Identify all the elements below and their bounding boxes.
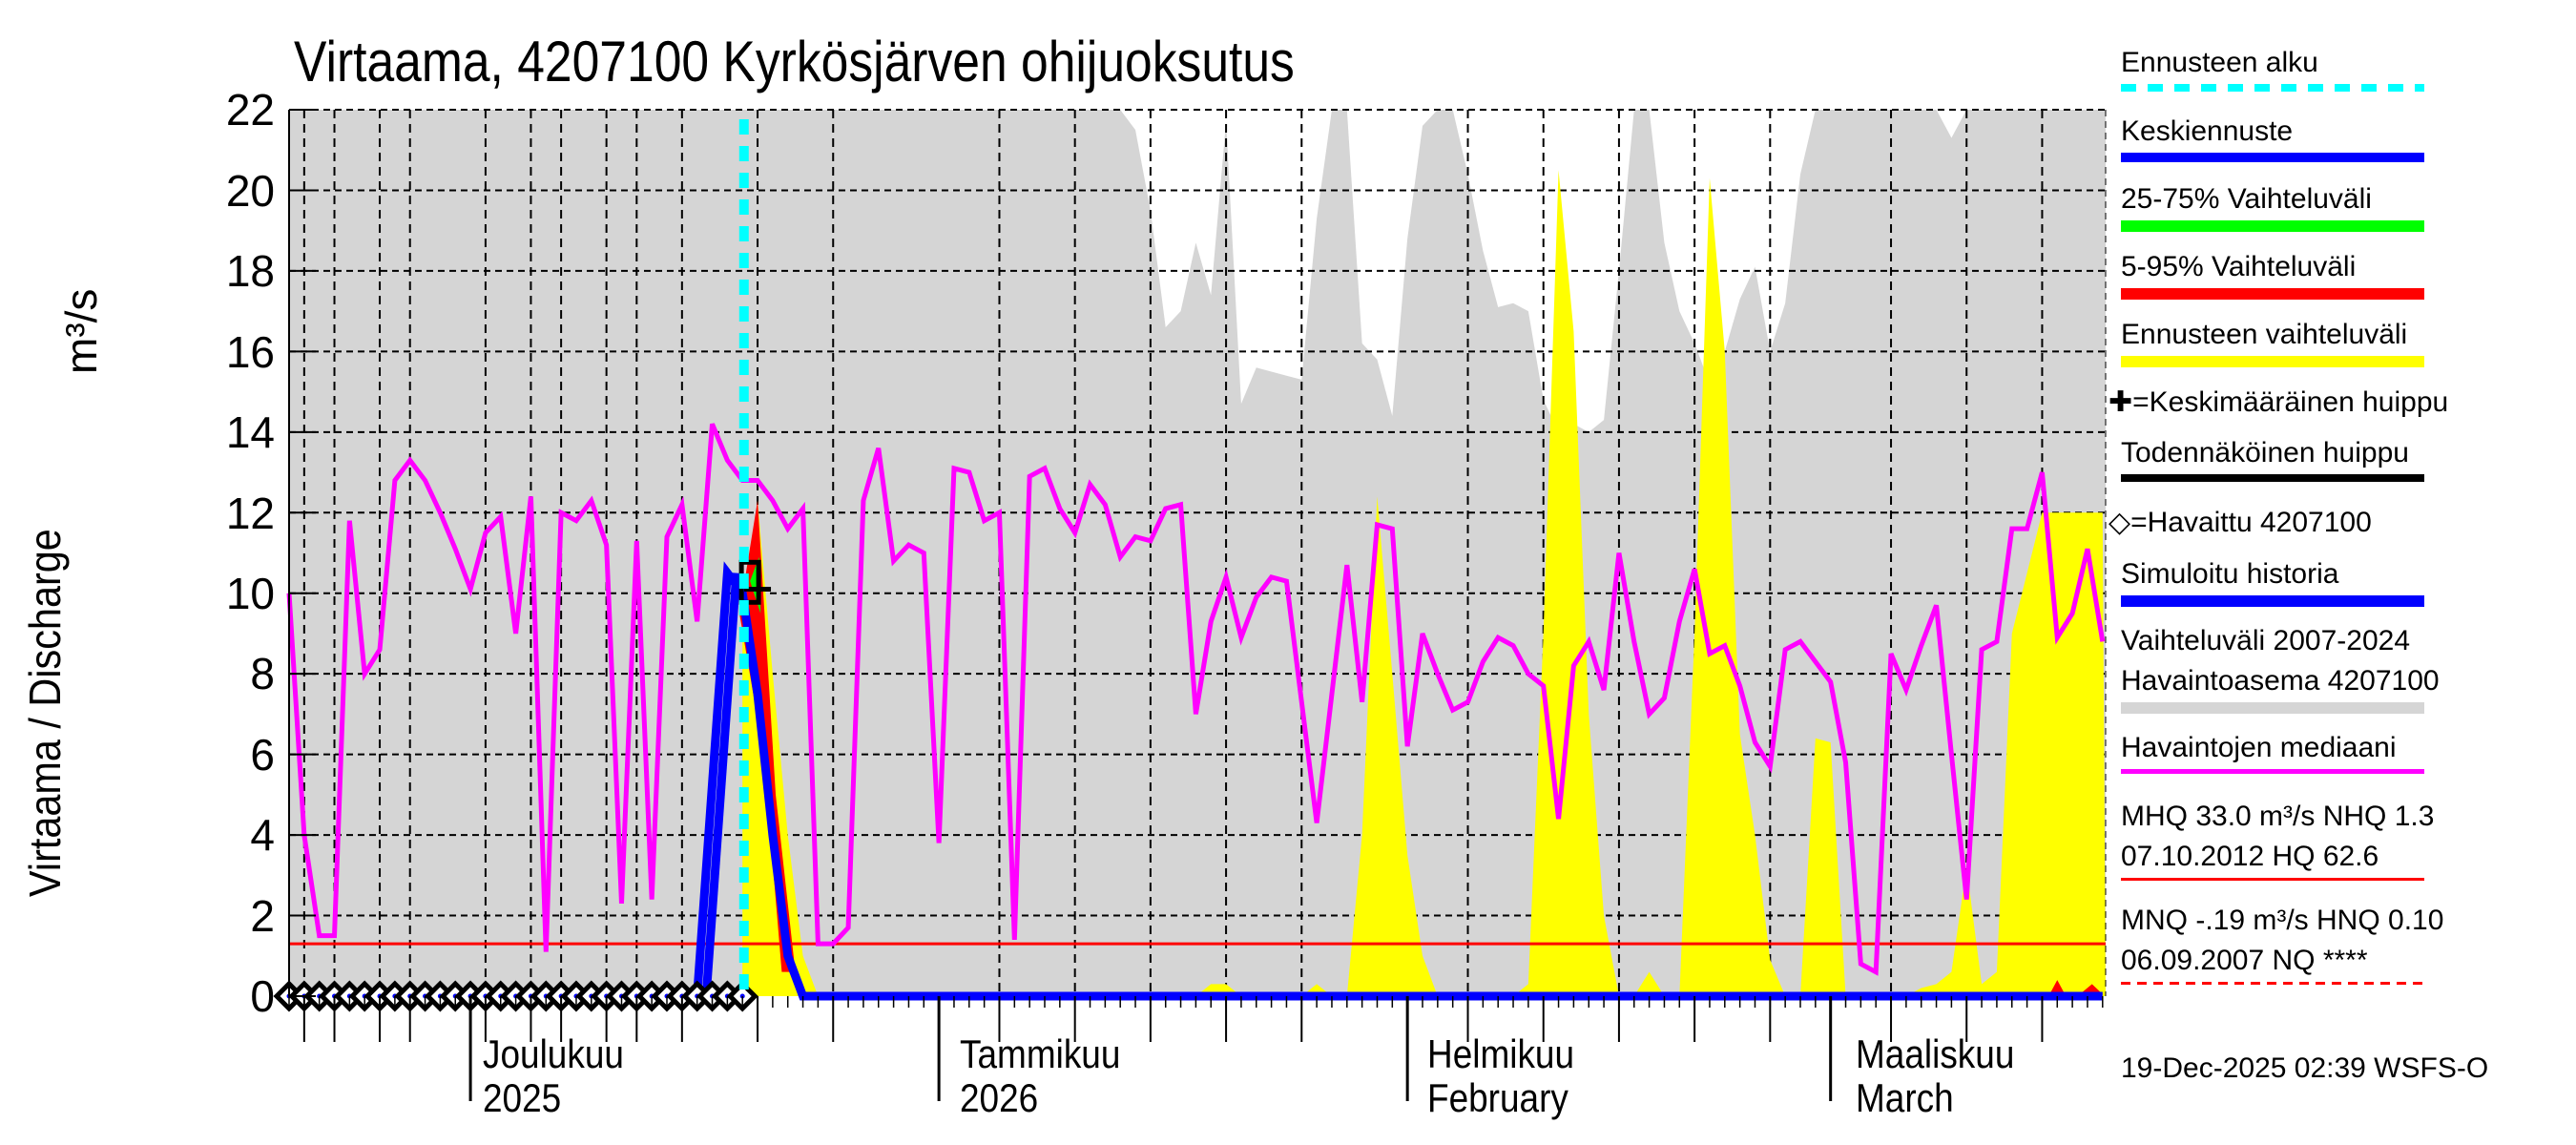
median-line <box>286 423 2106 976</box>
y-tick: 12 <box>225 489 275 538</box>
y-tick: 6 <box>250 730 275 780</box>
x-month-label-december: Joulukuu 2025 <box>483 1031 624 1120</box>
legend-swatch <box>2121 153 2424 162</box>
y-tick: 4 <box>250 810 275 860</box>
axes <box>288 109 2107 1101</box>
legend-swatch <box>2121 84 2424 92</box>
legend-25-75-range: 25-75% Vaihteluväli <box>2121 182 2569 232</box>
y-tick: 18 <box>225 246 275 296</box>
legend-forecast-start: Ennusteen alku <box>2121 46 2569 92</box>
y-tick: 14 <box>225 407 275 457</box>
legend-median: Havaintojen mediaani <box>2121 731 2569 774</box>
legend-forecast-range: Ennusteen vaihteluväli <box>2121 318 2569 367</box>
y-tick: 20 <box>225 166 275 216</box>
y-axis-label: Virtaama / Discharge <box>20 529 70 897</box>
x-month-label-january: Tammikuu 2026 <box>960 1031 1121 1120</box>
legend-swatch <box>2121 595 2424 607</box>
y-tick: 16 <box>225 327 275 377</box>
y-axis-unit: m³/s <box>56 288 106 374</box>
legend-swatch <box>2121 878 2424 881</box>
y-tick: 2 <box>250 891 275 941</box>
legend-observed: ◇=Havaittu 4207100 <box>2109 507 2372 538</box>
legend-swatch <box>2121 769 2424 774</box>
legend-simulated-history: Simuloitu historia <box>2121 557 2569 607</box>
y-tick: 10 <box>225 569 275 618</box>
legend-5-95-range: 5-95% Vaihteluväli <box>2121 250 2569 300</box>
x-month-label-march: Maaliskuu March <box>1856 1031 2015 1120</box>
y-tick: 0 <box>250 971 275 1021</box>
timestamp-footer: 19-Dec-2025 02:39 WSFS-O <box>2121 1052 2489 1084</box>
legend-mhq: MHQ 33.0 m³/s NHQ 1.3 07.10.2012 HQ 62.6 <box>2121 800 2569 881</box>
chart-title: Virtaama, 4207100 Kyrkösjärven ohijuoksu… <box>294 30 1295 94</box>
y-tick: 8 <box>250 649 275 698</box>
legend-swatch <box>2121 702 2424 714</box>
x-month-label-february: Helmikuu February <box>1427 1031 1575 1120</box>
legend-probable-peak: Todennäköinen huippu <box>2121 436 2569 482</box>
legend-swatch <box>2121 474 2424 482</box>
legend-mnq: MNQ -.19 m³/s HNQ 0.10 06.09.2007 NQ ***… <box>2121 904 2569 985</box>
legend-swatch <box>2121 982 2424 985</box>
legend-historical-range: Vaihteluväli 2007-2024 Havaintoasema 420… <box>2121 624 2569 714</box>
legend-swatch <box>2121 288 2424 300</box>
y-tick: 22 <box>225 85 275 135</box>
legend-swatch <box>2121 356 2424 367</box>
legend-swatch <box>2121 220 2424 232</box>
legend-mean-forecast: Keskiennuste <box>2121 114 2569 162</box>
observed-markers <box>273 980 758 1012</box>
grid-lines <box>289 109 2106 996</box>
legend-mean-peak: ✚=Keskimääräinen huippu <box>2109 386 2449 418</box>
